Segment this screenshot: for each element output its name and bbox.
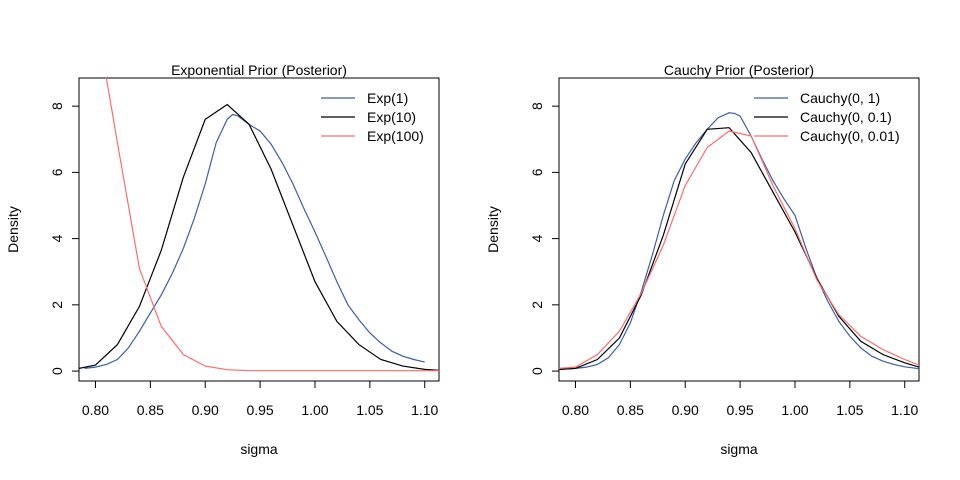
x-tick-label: 1.00 [781,402,808,418]
y-tick-label: 8 [49,102,65,110]
y-tick-label: 0 [49,367,65,375]
x-axis-label: sigma [720,441,758,457]
series-line-2 [559,127,919,370]
legend-label-3: Exp(100) [367,128,424,144]
x-tick-label: 1.10 [411,402,438,418]
y-tick-label: 6 [49,168,65,176]
x-axis-label: sigma [240,441,278,457]
y-tick-label: 4 [49,235,65,243]
legend-label-1: Exp(1) [367,90,408,106]
y-tick-label: 8 [529,102,545,110]
x-tick-label: 1.05 [836,402,863,418]
plot-frame [78,77,440,382]
x-tick-label: 0.80 [562,402,589,418]
x-tick-label: 0.80 [82,402,109,418]
series-line-2 [79,103,439,371]
y-tick-label: 2 [49,301,65,309]
x-tick-label: 1.10 [891,402,918,418]
series-line-1 [84,113,425,369]
x-tick-label: 0.95 [246,402,273,418]
legend-label-1: Cauchy(0, 1) [800,90,880,106]
x-tick-label: 0.85 [617,402,644,418]
chart-title: Cauchy Prior (Posterior) [664,62,814,78]
y-tick-label: 4 [529,235,545,243]
plot-frame [558,77,920,382]
y-axis-label: Density [5,206,21,253]
x-tick-label: 1.00 [301,402,328,418]
series-line-3 [559,130,919,369]
y-tick-label: 0 [529,367,545,375]
legend-label-3: Cauchy(0, 0.01) [800,128,900,144]
y-tick-label: 2 [529,301,545,309]
y-axis-label: Density [485,206,501,253]
legend-label-2: Cauchy(0, 0.1) [800,109,892,125]
series-line-3 [105,78,439,372]
y-tick-label: 6 [529,168,545,176]
legend-label-2: Exp(10) [367,109,416,125]
x-tick-label: 1.05 [356,402,383,418]
chart-panel-1: Exponential Prior (Posterior) 0.80 0.85 0.9… [5,62,440,457]
chart-panel-2: Cauchy Prior (Posterior) 0.80 0.85 0.90 0.95… [485,62,920,457]
x-tick-label: 0.85 [137,402,164,418]
x-tick-label: 0.95 [726,402,753,418]
x-tick-label: 0.90 [672,402,699,418]
series-line-1 [559,112,919,370]
chart-title: Exponential Prior (Posterior) [171,62,347,78]
x-tick-label: 0.90 [192,402,219,418]
